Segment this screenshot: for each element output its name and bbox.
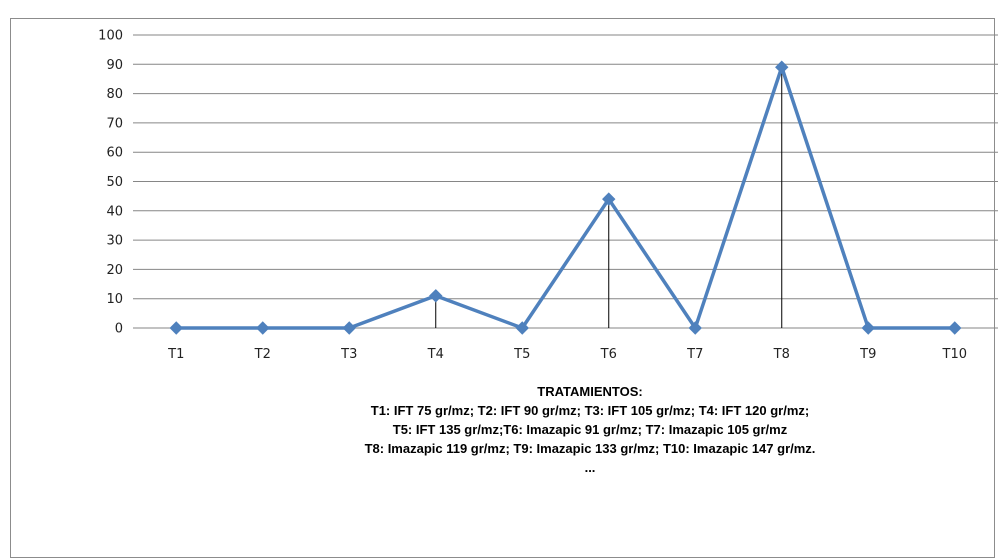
y-tick-label: 100 [98, 29, 123, 44]
caption-line: T1: IFT 75 gr/mz; T2: IFT 90 gr/mz; T3: … [370, 403, 810, 418]
caption-line: ... [584, 460, 596, 475]
series-line [176, 65, 955, 330]
x-tick-label: T9 [859, 347, 876, 362]
y-tick-label: 60 [106, 146, 123, 161]
x-tick-label: T8 [773, 347, 790, 362]
x-tick-label: T2 [254, 347, 271, 362]
x-axis-ticks: T1 T2 T3 T4 T5 T6 T7 T8 T9 T10 [167, 347, 967, 362]
data-point [515, 321, 529, 335]
x-tick-label: T3 [340, 347, 357, 362]
y-tick-label: 70 [106, 116, 123, 131]
y-tick-label: 20 [106, 263, 123, 278]
data-point [948, 321, 962, 335]
caption-line: T5: IFT 135 gr/mz;T6: Imazapic 91 gr/mz;… [392, 422, 788, 437]
data-point [342, 321, 356, 335]
x-tick-label: T10 [942, 347, 967, 362]
y-tick-label: 50 [106, 175, 123, 190]
y-tick-label: 30 [106, 234, 123, 249]
x-tick-label: T7 [686, 347, 703, 362]
series [176, 65, 955, 330]
y-axis-ticks: 0 10 20 30 40 50 60 70 80 90 100 [98, 29, 123, 337]
y-tick-label: 10 [106, 292, 123, 307]
data-point [775, 60, 789, 74]
data-point [169, 321, 183, 335]
y-tick-label: 80 [106, 87, 123, 102]
data-point [429, 289, 443, 303]
x-tick-label: T4 [427, 347, 444, 362]
x-tick-label: T5 [513, 347, 530, 362]
y-tick-label: 90 [106, 58, 123, 73]
data-point [688, 321, 702, 335]
y-tick-label: 0 [115, 322, 123, 337]
treatment-caption: TRATAMIENTOS: T1: IFT 75 gr/mz; T2: IFT … [220, 382, 960, 477]
caption-line: T8: Imazapic 119 gr/mz; T9: Imazapic 133… [364, 441, 816, 456]
data-point [256, 321, 270, 335]
data-point [602, 192, 616, 206]
x-tick-label: T1 [167, 347, 184, 362]
y-tick-label: 40 [106, 204, 123, 219]
gridlines [133, 34, 998, 329]
data-point [861, 321, 875, 335]
data-markers [169, 60, 962, 335]
x-tick-label: T6 [600, 347, 617, 362]
caption-heading: TRATAMIENTOS: [537, 384, 643, 399]
